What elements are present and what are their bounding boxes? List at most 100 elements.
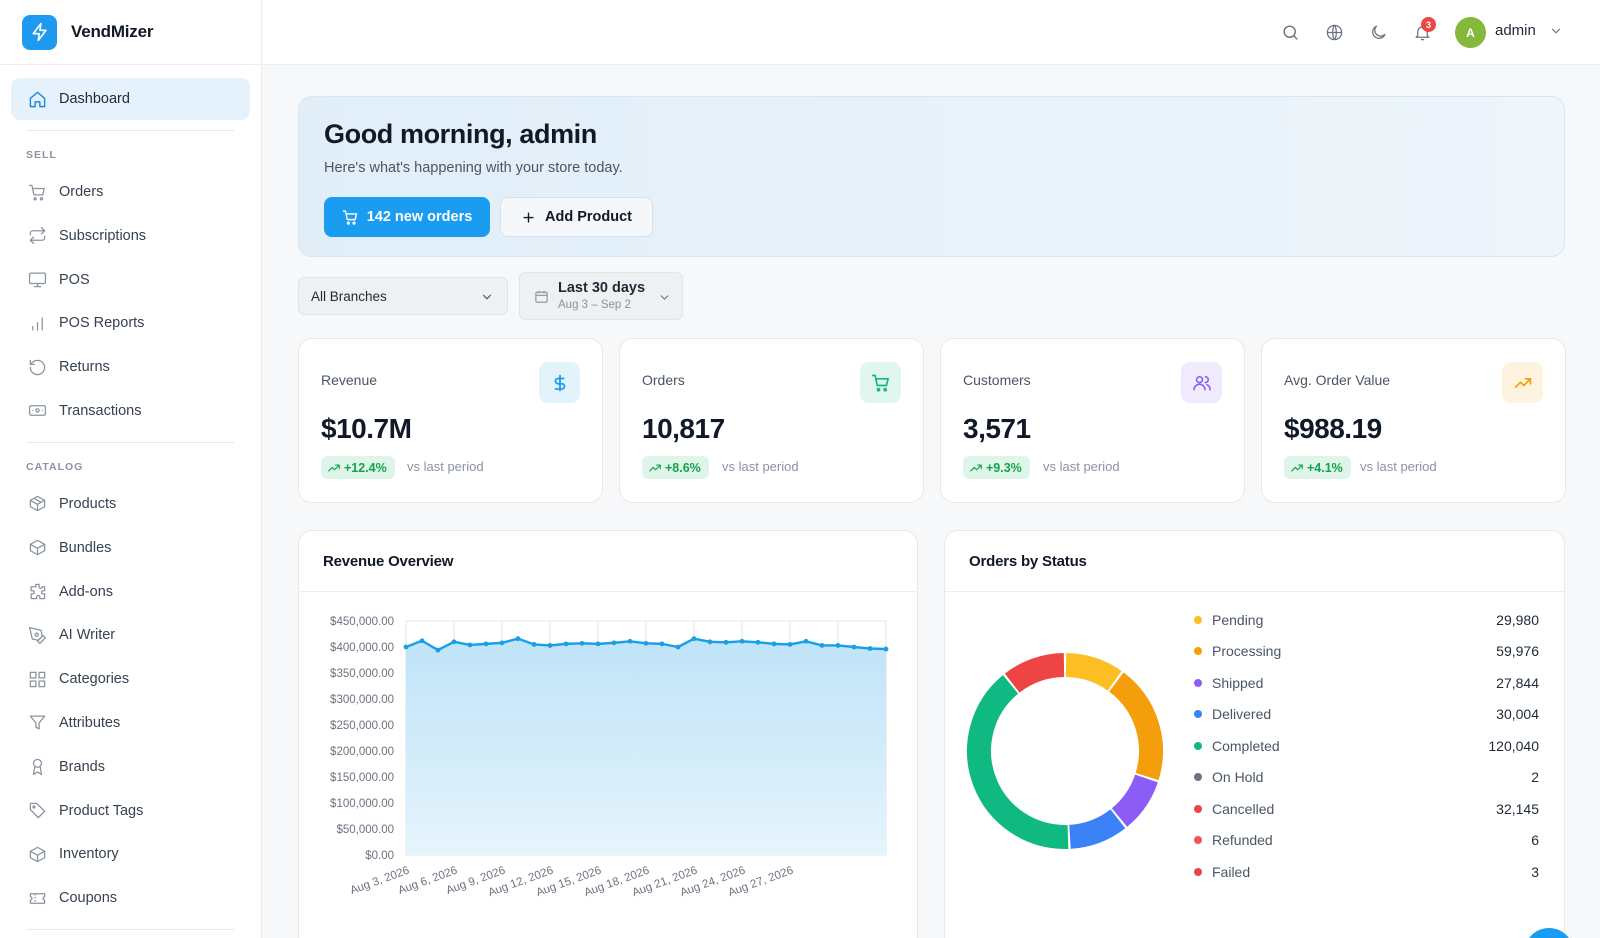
- revenue-chart[interactable]: $450,000.00 $400,000.00 $350,000.00 $300,00…: [299, 591, 918, 938]
- data-point: [451, 639, 457, 645]
- award-icon: [27, 757, 47, 777]
- sidebar-item-attributes[interactable]: Attributes: [11, 702, 250, 744]
- legend-value: 3: [1531, 863, 1539, 880]
- sidebar-item-products[interactable]: Products: [11, 483, 250, 525]
- sidebar-item-product-tags[interactable]: Product Tags: [11, 790, 250, 832]
- stat-card-revenue: Revenue $10.7M +12.4% vs last period: [298, 338, 603, 503]
- sidebar-item-label: Orders: [59, 184, 104, 200]
- legend-value: 30,004: [1496, 706, 1539, 723]
- data-point: [595, 641, 601, 647]
- sidebar-item-ai-writer[interactable]: AI Writer: [11, 614, 250, 656]
- sidebar-item-bundles[interactable]: Bundles: [11, 527, 250, 569]
- dollar-icon: [539, 362, 580, 403]
- data-point: [755, 639, 761, 645]
- sidebar-item-add-ons[interactable]: Add-ons: [11, 571, 250, 613]
- stat-delta-badge: +12.4%: [321, 456, 395, 479]
- legend-label: Cancelled: [1212, 800, 1275, 817]
- date-range-label: Last 30 days: [558, 280, 646, 296]
- legend-label: Pending: [1212, 611, 1264, 628]
- data-point: [883, 646, 889, 652]
- data-point: [611, 640, 617, 646]
- sidebar-item-transactions[interactable]: Transactions: [11, 390, 250, 432]
- legend-item[interactable]: Failed 3: [1194, 856, 1539, 888]
- welcome-subtitle: Here's what's happening with your store …: [324, 160, 623, 176]
- sidebar-item-inventory[interactable]: Inventory: [11, 833, 250, 875]
- sidebar-item-pos[interactable]: POS: [11, 259, 250, 301]
- chevron-down-icon: [658, 291, 671, 304]
- sidebar-item-dashboard[interactable]: Dashboard: [11, 78, 250, 120]
- stat-delta-badge: +8.6%: [642, 456, 709, 479]
- brand[interactable]: VendMizer: [0, 0, 261, 65]
- cube-icon: [27, 844, 47, 864]
- avatar[interactable]: A: [1455, 17, 1486, 48]
- y-tick-label: $250,000.00: [330, 720, 394, 732]
- legend-item[interactable]: Cancelled 32,145: [1194, 793, 1539, 825]
- chat-button[interactable]: [1524, 928, 1574, 938]
- legend-item[interactable]: On Hold 2: [1194, 762, 1539, 794]
- data-point: [419, 638, 425, 644]
- legend-label: Delivered: [1212, 706, 1272, 723]
- legend-label: Completed: [1212, 737, 1280, 754]
- orders-status-donut[interactable]: [955, 641, 1175, 861]
- search-icon[interactable]: [1279, 21, 1301, 43]
- legend-item[interactable]: Processing 59,976: [1194, 636, 1539, 668]
- sidebar-item-subscriptions[interactable]: Subscriptions: [11, 215, 250, 257]
- chevron-down-icon[interactable]: [1549, 24, 1563, 38]
- date-range-picker[interactable]: Last 30 days Aug 3 – Sep 2: [519, 272, 683, 320]
- cart-icon: [342, 209, 359, 226]
- stat-delta-badge: +9.3%: [963, 456, 1030, 479]
- legend-item[interactable]: Delivered 30,004: [1194, 699, 1539, 731]
- y-tick-label: $400,000.00: [330, 642, 394, 654]
- sidebar-item-label: Inventory: [59, 846, 119, 863]
- legend-value: 120,040: [1488, 737, 1539, 754]
- user-name[interactable]: admin: [1495, 22, 1536, 39]
- notification-badge: 3: [1421, 17, 1436, 32]
- globe-icon[interactable]: [1323, 21, 1345, 43]
- legend-item[interactable]: Refunded 6: [1194, 825, 1539, 857]
- y-tick-label: $300,000.00: [330, 694, 394, 706]
- sidebar-item-coupons[interactable]: Coupons: [11, 877, 250, 919]
- sidebar-item-categories[interactable]: Categories: [11, 658, 250, 700]
- calendar-icon: [534, 289, 549, 304]
- grid-icon: [27, 669, 47, 689]
- y-tick-label: $100,000.00: [330, 798, 394, 810]
- y-tick-label: $50,000.00: [336, 824, 394, 836]
- sidebar-item-orders[interactable]: Orders: [11, 171, 250, 213]
- new-orders-label: 142 new orders: [366, 209, 473, 225]
- sidebar-section-catalog: CATALOG: [26, 460, 84, 473]
- add-product-button[interactable]: Add Product: [500, 197, 653, 237]
- legend-dot: [1194, 647, 1202, 656]
- data-point: [483, 641, 489, 647]
- sidebar-item-returns[interactable]: Returns: [11, 346, 250, 388]
- new-orders-button[interactable]: 142 new orders: [324, 197, 490, 237]
- revenue-area: [406, 638, 886, 855]
- add-product-label: Add Product: [545, 209, 632, 225]
- legend-dot: [1194, 773, 1202, 782]
- pen-tool-icon: [27, 625, 47, 645]
- legend-label: Processing: [1212, 643, 1282, 660]
- legend-value: 59,976: [1496, 643, 1539, 660]
- sidebar-item-label: Add-ons: [59, 583, 114, 600]
- stat-comparison: vs last period: [1360, 459, 1437, 474]
- data-point: [547, 643, 553, 648]
- y-tick-label: $200,000.00: [330, 746, 394, 758]
- branch-select[interactable]: All Branches: [298, 277, 508, 315]
- donut-slice: [1065, 653, 1122, 691]
- sidebar-item-label: Attributes: [59, 714, 121, 731]
- sidebar-item-brands[interactable]: Brands: [11, 746, 250, 788]
- legend-item[interactable]: Shipped 27,844: [1194, 667, 1539, 699]
- legend-item[interactable]: Pending 29,980: [1194, 604, 1539, 636]
- moon-icon[interactable]: [1367, 21, 1389, 43]
- legend-item[interactable]: Completed 120,040: [1194, 730, 1539, 762]
- box-icon: [27, 494, 47, 514]
- data-point: [531, 642, 537, 647]
- sidebar-item-pos-reports[interactable]: POS Reports: [11, 302, 250, 344]
- legend-label: On Hold: [1212, 769, 1264, 786]
- stat-comparison: vs last period: [1043, 459, 1120, 474]
- stat-value: 3,571: [963, 413, 1031, 444]
- donut-slice: [1004, 653, 1065, 693]
- data-point: [803, 638, 809, 644]
- branch-select-value: All Branches: [311, 288, 387, 304]
- date-range-dates: Aug 3 – Sep 2: [558, 299, 631, 311]
- y-tick-label: $0.00: [365, 850, 394, 862]
